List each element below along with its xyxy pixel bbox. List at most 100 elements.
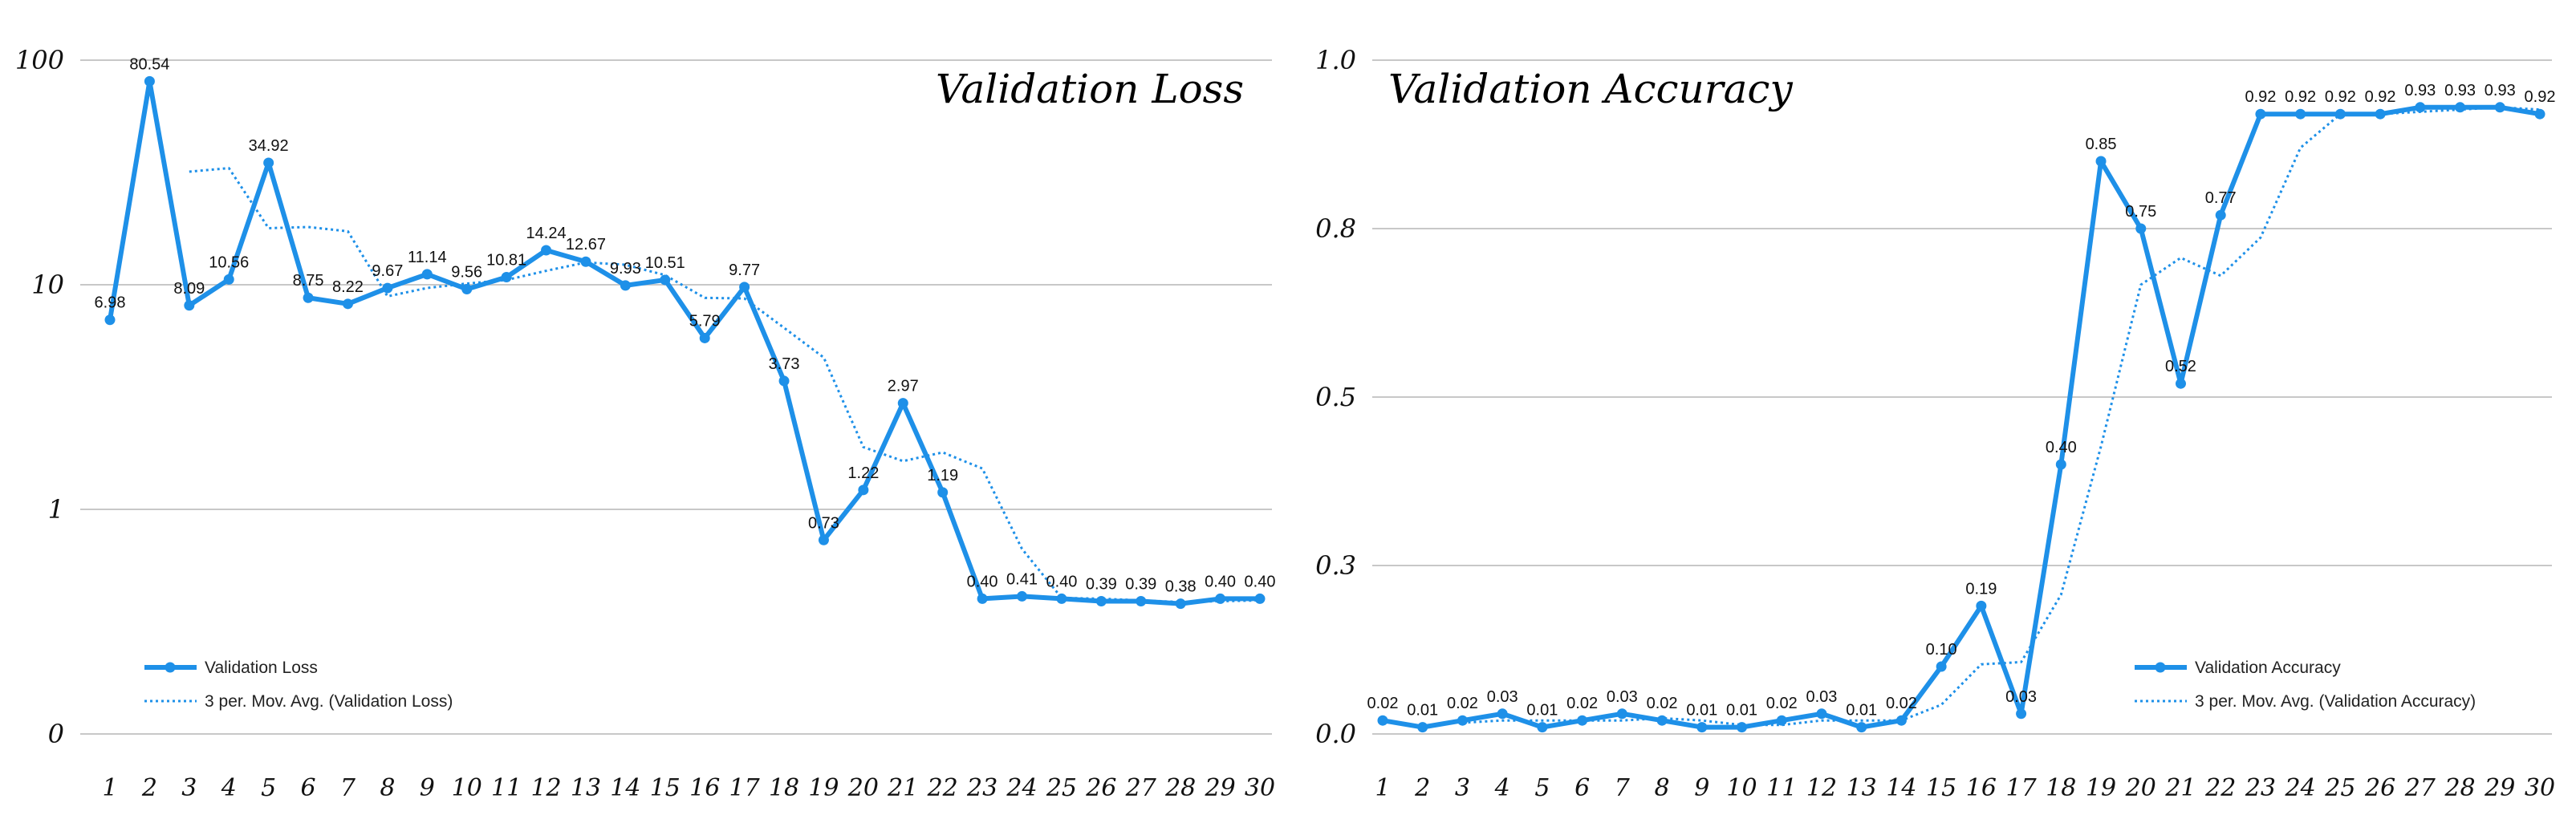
loss-y-tick-label: 1: [48, 494, 64, 525]
accuracy-data-label: 0.10: [1926, 641, 1957, 659]
accuracy-legend-label-moving-average: 3 per. Mov. Avg. (Validation Accuracy): [2195, 692, 2476, 711]
accuracy-x-tick-label: 22: [2204, 774, 2236, 802]
accuracy-data-label: 0.92: [2285, 88, 2316, 106]
accuracy-x-tick-label: 29: [2484, 774, 2515, 802]
accuracy-y-tick-label: 0.0: [1315, 719, 1356, 749]
loss-x-tick-label: 4: [221, 774, 237, 802]
accuracy-x-tick-label: 23: [2245, 774, 2276, 802]
accuracy-data-point: [1537, 722, 1548, 733]
accuracy-data-label: 0.77: [2205, 189, 2237, 207]
loss-data-label: 0.73: [808, 514, 839, 532]
accuracy-data-point: [2334, 108, 2346, 120]
accuracy-x-tick-label: 8: [1655, 774, 1670, 802]
loss-data-point: [303, 292, 314, 303]
loss-x-tick-label: 30: [1245, 774, 1275, 802]
loss-data-label: 1.22: [847, 464, 879, 482]
loss-legend-label-series: Validation Loss: [205, 659, 318, 677]
loss-y-tick-label: 100: [15, 45, 64, 75]
loss-x-tick-label: 18: [769, 774, 799, 802]
loss-x-tick-label: 16: [689, 774, 720, 802]
accuracy-data-point: [1497, 708, 1508, 720]
accuracy-data-point: [2455, 102, 2466, 113]
loss-legend-marker: [165, 662, 176, 673]
accuracy-x-tick-label: 19: [2086, 774, 2116, 802]
accuracy-data-point: [2295, 108, 2306, 120]
accuracy-data-point: [2415, 102, 2426, 113]
accuracy-data-point: [2095, 156, 2107, 167]
loss-data-point: [144, 75, 155, 87]
loss-data-point: [897, 398, 908, 409]
loss-series-line: [108, 79, 1262, 606]
loss-data-point: [421, 269, 433, 280]
loss-data-label: 0.41: [1006, 570, 1038, 588]
accuracy-x-tick-label: 27: [2404, 774, 2436, 802]
loss-data-label: 10.51: [645, 254, 685, 272]
accuracy-data-label: 0.01: [1526, 702, 1558, 720]
accuracy-x-tick-label: 5: [1534, 774, 1550, 802]
accuracy-data-label: 0.02: [1447, 695, 1478, 712]
accuracy-data-label: 0.02: [1766, 695, 1798, 712]
accuracy-data-label: 0.03: [2005, 688, 2037, 706]
loss-data-point: [739, 282, 750, 293]
accuracy-data-point: [2255, 108, 2266, 120]
loss-data-label: 34.92: [249, 137, 289, 155]
accuracy-data-point: [1656, 715, 1668, 726]
accuracy-data-point: [1976, 600, 1987, 611]
loss-data-point: [660, 274, 671, 286]
accuracy-y-tick-label: 1.0: [1315, 45, 1356, 75]
accuracy-data-label: 0.85: [2086, 136, 2117, 153]
accuracy-x-tick-label: 17: [2005, 774, 2037, 802]
loss-x-tick-label: 23: [966, 774, 997, 802]
accuracy-x-tick-label: 28: [2444, 774, 2475, 802]
accuracy-data-point: [1457, 715, 1468, 726]
accuracy-data-point: [1577, 715, 1588, 726]
accuracy-data-label: 0.02: [1647, 695, 1678, 712]
accuracy-data-label: 0.19: [1965, 580, 1997, 598]
loss-x-tick-label: 17: [729, 774, 761, 802]
loss-x-tick-label: 22: [927, 774, 958, 802]
loss-data-label: 8.22: [332, 278, 364, 296]
loss-chart-title: Validation Loss: [936, 66, 1244, 112]
loss-data-label: 0.40: [1205, 573, 1236, 590]
accuracy-data-label: 0.92: [2245, 88, 2276, 106]
accuracy-x-tick-label: 11: [1766, 774, 1797, 802]
loss-data-label: 0.40: [1046, 573, 1077, 590]
accuracy-legend-marker: [2155, 662, 2166, 673]
accuracy-x-tick-label: 6: [1574, 774, 1590, 802]
loss-data-point: [461, 283, 473, 294]
loss-data-label: 2.97: [888, 378, 919, 395]
loss-y-tick-label: 0: [48, 719, 64, 749]
accuracy-x-tick-label: 30: [2525, 774, 2555, 802]
loss-data-label: 8.75: [293, 272, 324, 290]
loss-data-point: [1136, 596, 1147, 607]
accuracy-data-point: [1696, 722, 1708, 733]
loss-data-point: [580, 256, 591, 267]
loss-data-label: 80.54: [129, 55, 169, 73]
loss-data-point: [1175, 598, 1186, 610]
loss-data-label: 10.81: [486, 252, 526, 270]
loss-x-tick-label: 3: [181, 774, 197, 802]
loss-x-tick-label: 6: [301, 774, 316, 802]
loss-data-point: [501, 272, 512, 283]
loss-x-tick-label: 25: [1046, 774, 1077, 802]
accuracy-data-label: 0.92: [2365, 88, 2396, 106]
loss-data-point: [1056, 593, 1067, 604]
accuracy-x-tick-label: 9: [1694, 774, 1709, 802]
loss-x-tick-label: 29: [1204, 774, 1235, 802]
accuracy-x-tick-label: 25: [2324, 774, 2355, 802]
loss-data-label: 14.24: [526, 225, 567, 242]
accuracy-chart-title: Validation Accuracy: [1388, 66, 1793, 112]
loss-data-label: 1.19: [927, 467, 958, 484]
loss-data-label: 9.93: [610, 260, 641, 278]
loss-data-point: [858, 484, 869, 496]
accuracy-data-point: [1616, 708, 1627, 720]
loss-data-point: [1017, 590, 1028, 602]
accuracy-x-tick-label: 24: [2285, 774, 2316, 802]
accuracy-data-point: [2055, 459, 2066, 470]
accuracy-x-tick-label: 20: [2125, 774, 2156, 802]
loss-y-tick-label: 10: [31, 270, 64, 300]
loss-x-tick-label: 11: [491, 774, 522, 802]
accuracy-data-label: 0.75: [2125, 203, 2156, 221]
accuracy-data-point: [1377, 715, 1388, 726]
